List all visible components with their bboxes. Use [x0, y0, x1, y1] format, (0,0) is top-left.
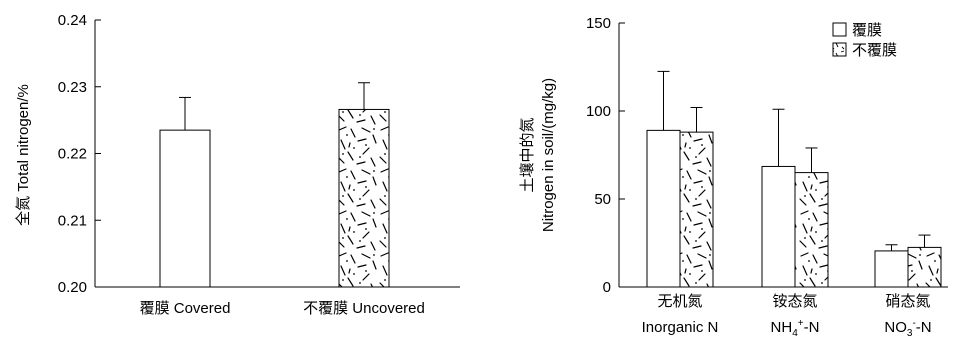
- right-y-axis-title-en: Nitrogen in soil/(mg/kg): [540, 78, 557, 232]
- left-y-tick-label: 0.23: [58, 79, 87, 96]
- right-y-tick-label: 0: [603, 279, 611, 296]
- right-y-tick-label: 100: [586, 103, 611, 120]
- bar-covered: [646, 129, 681, 288]
- left-y-tick-label: 0.22: [58, 146, 87, 163]
- left-y-axis-title: 全氮 Total nitrogen/%: [14, 84, 32, 226]
- left-x-labels: 覆膜 Covered 不覆膜 Uncovered: [140, 300, 425, 317]
- right-bars: [646, 70, 942, 288]
- right-x-labels: 无机氮 Inorganic N 铵态氮 NH4+-N 硝态氮 NO3--N: [642, 293, 932, 339]
- right-x-label-en: Inorganic N: [642, 319, 719, 336]
- right-x-label-cn: 硝态氮: [885, 293, 930, 310]
- bar-uncovered: [907, 246, 942, 288]
- bar-uncovered: [794, 172, 829, 288]
- left-x-label: 覆膜 Covered: [140, 300, 231, 317]
- right-y-tick-label: 150: [586, 15, 611, 32]
- total-nitrogen-chart: 全氮 Total nitrogen/% 0.20 0.21 0.22 0.23 0.24…: [14, 12, 460, 317]
- soil-nitrogen-chart: 土壤中的氮 Nitrogen in soil/(mg/kg) 0 50 100 150…: [518, 15, 948, 339]
- legend: 覆膜 不覆膜: [832, 22, 897, 59]
- left-x-label: 不覆膜 Uncovered: [303, 300, 425, 317]
- right-x-label-cn: 铵态氮: [772, 293, 817, 310]
- left-y-tick-label: 0.20: [58, 279, 87, 296]
- left-bars: [159, 82, 390, 288]
- legend-swatch-covered: [832, 22, 847, 37]
- bar-covered: [761, 165, 796, 288]
- legend-label-uncovered: 不覆膜: [852, 42, 897, 59]
- right-y-ticks: 0 50 100 150: [586, 15, 625, 296]
- right-y-axis-title-cn: 土壤中的氮: [518, 117, 536, 192]
- right-x-label-cn: 无机氮: [657, 293, 702, 310]
- legend-label-covered: 覆膜: [852, 22, 882, 39]
- left-y-tick-label: 0.24: [58, 12, 87, 29]
- right-x-label-en: NO3--N: [884, 318, 931, 339]
- left-y-ticks: 0.20 0.21 0.22 0.23 0.24: [58, 12, 101, 296]
- bar-uncovered: [338, 108, 390, 288]
- legend-swatch-uncovered: [832, 42, 847, 57]
- right-x-label-en: NH4+-N: [771, 318, 820, 339]
- bar-uncovered: [679, 131, 714, 288]
- left-y-tick-label: 0.21: [58, 212, 87, 229]
- left-axes: [94, 20, 460, 288]
- bar-covered: [874, 250, 909, 288]
- right-y-tick-label: 50: [594, 191, 611, 208]
- bar-covered: [159, 129, 211, 288]
